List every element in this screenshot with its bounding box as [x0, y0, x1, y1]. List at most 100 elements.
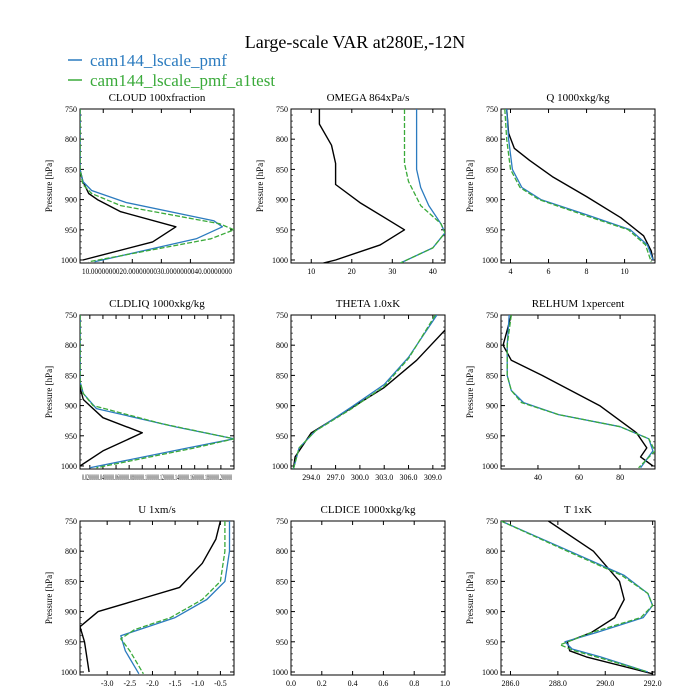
chart-panel: CLDICE 1000xkg/kg 750 800 850 900 950 1000 0.0 0… — [272, 504, 450, 688]
chart-panel: OMEGA 864xPa/s 750 800 850 900 950 1000 10 20 30 4… — [255, 92, 446, 276]
y-tick-label: 800 — [486, 547, 498, 556]
y-tick-label: 950 — [65, 226, 77, 235]
series-group — [80, 109, 234, 263]
series-line-black — [292, 329, 445, 469]
x-tick-label: -2.0 — [146, 679, 159, 688]
x-tick-label: 20 — [348, 267, 356, 276]
x-tick-label: 4 — [509, 267, 513, 276]
x-tick-label: 30 — [388, 267, 396, 276]
chart-panel: RELHUM 1xpercent 750 800 850 900 950 1000 40 60 8… — [465, 298, 656, 482]
series-line-blue — [501, 521, 654, 673]
y-tick-label: 850 — [65, 371, 77, 380]
series-line-blue — [400, 109, 445, 263]
series-line-green — [80, 109, 234, 263]
plot-frame — [290, 520, 446, 676]
y-tick-label: 850 — [276, 577, 288, 586]
y-tick-label: 950 — [65, 432, 77, 441]
plot-frame — [500, 520, 656, 676]
y-tick-label: 1000 — [482, 256, 498, 265]
panel-title: RELHUM 1xpercent — [532, 298, 625, 310]
panel-title: T 1xK — [564, 504, 592, 516]
plot-frame — [79, 108, 235, 264]
series-line-green — [400, 109, 445, 263]
y-tick-label: 750 — [276, 105, 288, 114]
y-axis-label: Pressure [hPa] — [465, 366, 475, 418]
chart-panel: CLDLIQ 1000xkg/kg 750 800 850 900 950 1000 0.02… — [44, 298, 235, 482]
series-line-blue — [292, 315, 438, 469]
y-tick-label: 750 — [65, 105, 77, 114]
y-tick-label: 900 — [486, 608, 498, 617]
series-group — [80, 315, 234, 469]
y-tick-label: 750 — [486, 105, 498, 114]
y-tick-label: 1000 — [61, 256, 77, 265]
x-tick-label: 10 — [621, 267, 629, 276]
series-line-blue — [80, 109, 224, 263]
series-line-green — [501, 521, 654, 673]
plot-frame — [79, 520, 235, 676]
plot-frame — [500, 108, 656, 264]
y-tick-label: 950 — [65, 638, 77, 647]
chart-panel: U 1xm/s 750 800 850 900 950 1000 -3.0 -2.5 -2.0 -1… — [44, 504, 235, 688]
x-tick-label: 6 — [547, 267, 551, 276]
y-tick-label: 950 — [486, 432, 498, 441]
series-group — [501, 521, 654, 675]
panel-title: U 1xm/s — [138, 504, 176, 516]
y-tick-label: 750 — [65, 517, 77, 526]
y-axis-label: Pressure [hPa] — [44, 160, 54, 212]
y-axis-label: Pressure [hPa] — [465, 572, 475, 624]
series-line-black — [318, 109, 406, 263]
y-tick-label: 1000 — [272, 668, 288, 677]
series-line-green — [292, 315, 436, 469]
y-tick-label: 750 — [486, 517, 498, 526]
y-axis-label: Pressure [hPa] — [44, 366, 54, 418]
legend: cam144_lscale_pmf cam144_lscale_pmf_a1te… — [68, 51, 275, 90]
y-tick-label: 750 — [486, 311, 498, 320]
series-group — [80, 521, 231, 675]
y-tick-label: 950 — [276, 638, 288, 647]
x-tick-label: 297.0 — [327, 473, 345, 482]
x-tick-label: 60 — [575, 473, 583, 482]
y-axis-label: Pressure [hPa] — [465, 160, 475, 212]
x-tick-label: 10 — [307, 267, 315, 276]
x-tick-label: 0.0200000.0400000.0600000.0800000.100000… — [82, 473, 232, 482]
x-tick-label: 290.0 — [596, 679, 614, 688]
y-tick-label: 900 — [276, 608, 288, 617]
y-tick-label: 850 — [276, 371, 288, 380]
chart-panel: Q 1000xkg/kg 750 800 850 900 950 1000 4 6 8 10 Pres… — [465, 92, 656, 276]
y-tick-label: 800 — [276, 341, 288, 350]
y-tick-label: 850 — [276, 165, 288, 174]
x-tick-label: 0.0 — [286, 679, 296, 688]
y-tick-label: 950 — [486, 226, 498, 235]
chart-panel: THETA 1.0xK 750 800 850 900 950 1000 294.0 297.0… — [272, 298, 446, 482]
panel-title: THETA 1.0xK — [336, 298, 401, 310]
y-tick-label: 800 — [486, 341, 498, 350]
y-tick-label: 850 — [65, 577, 77, 586]
x-tick-label: 0.2 — [317, 679, 327, 688]
series-line-blue — [80, 315, 234, 469]
x-tick-label: -2.5 — [123, 679, 136, 688]
y-tick-label: 800 — [486, 135, 498, 144]
y-tick-label: 900 — [486, 402, 498, 411]
series-line-green — [120, 521, 226, 675]
x-tick-label: -3.0 — [101, 679, 114, 688]
y-tick-label: 900 — [486, 196, 498, 205]
x-tick-label: 303.0 — [375, 473, 393, 482]
y-axis-label: Pressure [hPa] — [255, 160, 265, 212]
y-tick-label: 800 — [65, 135, 77, 144]
series-line-black — [80, 109, 177, 261]
y-tick-label: 900 — [65, 196, 77, 205]
y-axis-label: Pressure [hPa] — [44, 572, 54, 624]
y-tick-label: 850 — [486, 577, 498, 586]
series-line-green — [80, 315, 234, 469]
panel-title: CLDICE 1000xkg/kg — [320, 504, 416, 516]
x-tick-label: 8 — [585, 267, 589, 276]
x-tick-label: 0.4 — [348, 679, 358, 688]
y-tick-label: 850 — [486, 165, 498, 174]
x-tick-label: -0.5 — [214, 679, 227, 688]
y-tick-label: 800 — [65, 547, 77, 556]
x-tick-label: 80 — [616, 473, 624, 482]
panel-grid: CLOUD 100xfraction 750 800 850 900 950 1000 10.… — [44, 92, 662, 688]
y-tick-label: 750 — [65, 311, 77, 320]
